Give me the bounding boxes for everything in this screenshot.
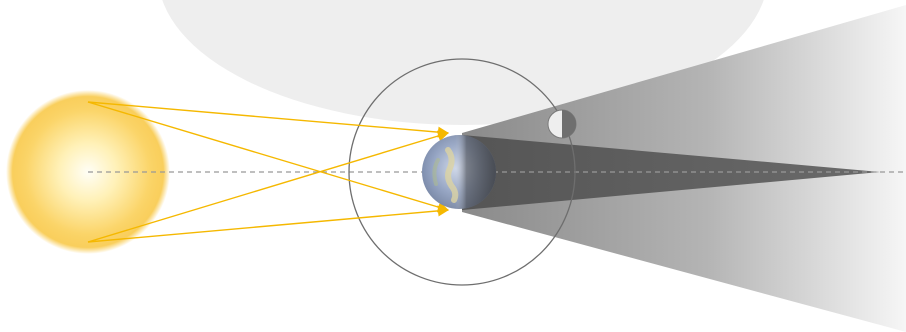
light-ray-top-to-top xyxy=(87,101,450,138)
light-ray-bottom-to-top xyxy=(87,130,450,243)
umbra-shadow xyxy=(462,135,880,210)
earth xyxy=(422,135,496,209)
light-ray-top-to-bottom xyxy=(87,101,450,213)
moon xyxy=(547,109,577,139)
moon-orbit xyxy=(348,58,576,286)
light-ray-bottom-to-bottom xyxy=(87,205,450,243)
